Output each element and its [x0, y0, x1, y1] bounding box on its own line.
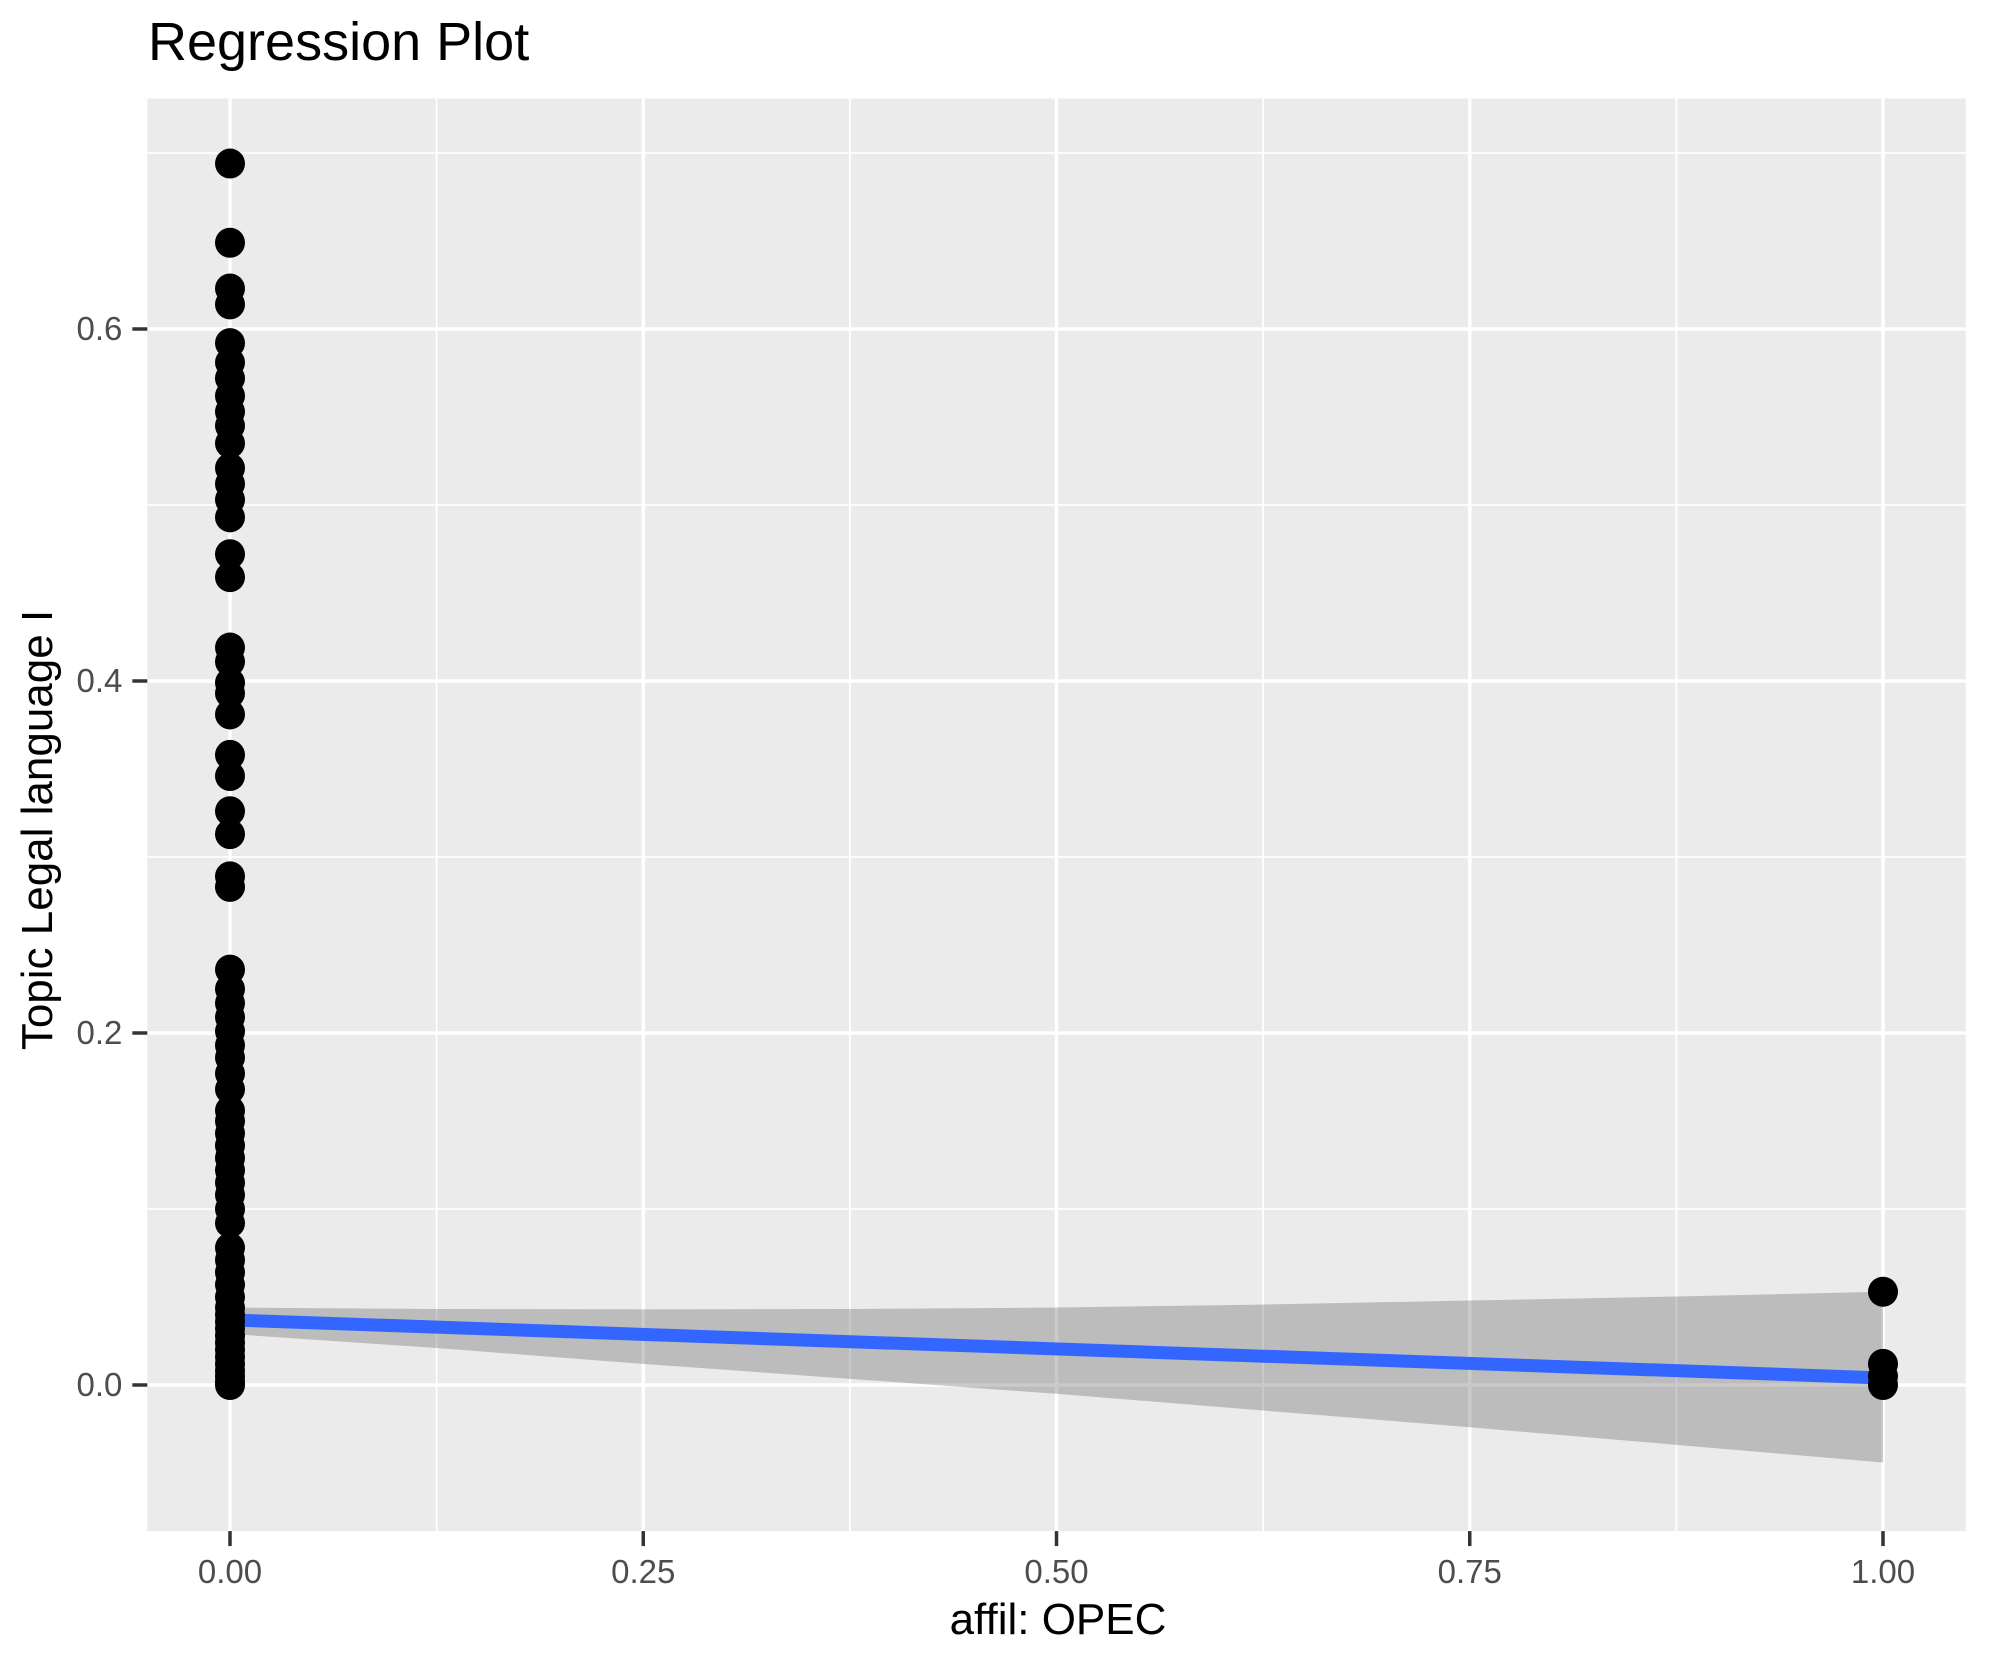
scatter-point [1868, 1276, 1898, 1307]
scatter-point [215, 1370, 245, 1400]
x-tick-label: 0.00 [198, 1553, 262, 1590]
scatter-point [215, 148, 245, 179]
y-tick-label: 0.2 [76, 1014, 122, 1051]
x-tick-label: 0.75 [1438, 1553, 1502, 1590]
scatter-point [215, 761, 245, 792]
x-tick-label: 0.25 [611, 1553, 675, 1590]
scatter-point [215, 562, 245, 593]
scatter-point [1868, 1370, 1898, 1400]
scatter-point [215, 1074, 245, 1105]
scatter-point [215, 739, 245, 770]
scatter-point [215, 819, 245, 850]
x-tick-label: 0.50 [1024, 1553, 1088, 1590]
scatter-point [215, 699, 245, 730]
scatter-point [215, 1208, 245, 1239]
scatter-point [215, 502, 245, 533]
x-axis-title: affil: OPEC [950, 1595, 1167, 1644]
scatter-points-layer [215, 148, 1898, 1400]
scatter-point [215, 646, 245, 677]
axis-layer: 0.00 0.25 0.50 0.75 1.00 0.0 0.2 0.4 0.6 [76, 310, 1915, 1590]
y-tick-label: 0.6 [76, 310, 122, 347]
x-tick-label: 1.00 [1851, 1553, 1915, 1590]
regression-line [229, 1313, 1884, 1385]
scatter-point [215, 227, 245, 258]
scatter-point [215, 539, 245, 570]
scatter-point [215, 289, 245, 320]
scatter-point [215, 678, 245, 709]
y-tick-label: 0.4 [76, 662, 122, 699]
smooth-layer [229, 1291, 1884, 1463]
scatter-point [215, 796, 245, 827]
scatter-point [215, 428, 245, 459]
y-axis-title: Topic Legal language I [13, 610, 62, 1050]
y-tick-label: 0.0 [76, 1366, 122, 1403]
scatter-point [215, 871, 245, 902]
plot-title: Regression Plot [148, 12, 529, 72]
